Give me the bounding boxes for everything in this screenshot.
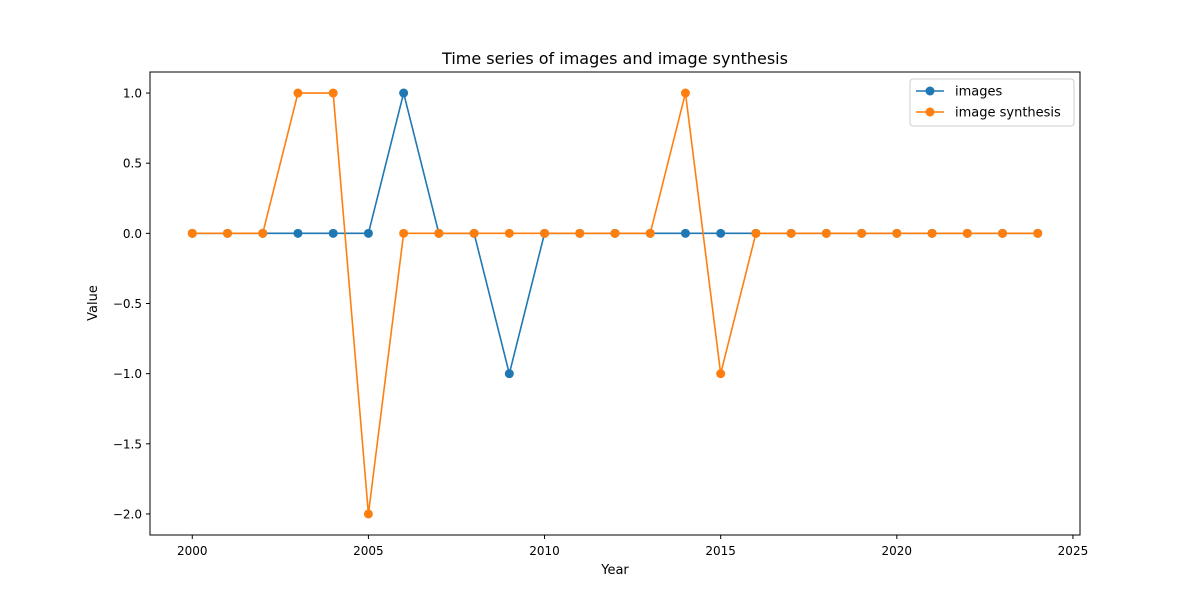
data-point-image-synthesis xyxy=(645,228,655,238)
y-tick-label: 1.0 xyxy=(123,87,142,101)
data-point-images xyxy=(293,228,303,238)
data-point-image-synthesis xyxy=(716,369,726,379)
data-point-image-synthesis xyxy=(680,88,690,98)
data-point-image-synthesis xyxy=(786,228,796,238)
data-point-image-synthesis xyxy=(434,228,444,238)
data-point-image-synthesis xyxy=(751,228,761,238)
data-point-image-synthesis xyxy=(363,509,373,519)
legend: images image synthesis xyxy=(909,78,1075,127)
data-point-images xyxy=(680,228,690,238)
data-point-image-synthesis xyxy=(892,228,902,238)
data-point-images xyxy=(399,88,409,98)
data-point-image-synthesis xyxy=(1033,228,1043,238)
data-point-image-synthesis xyxy=(575,228,585,238)
x-tick-label: 2015 xyxy=(705,544,736,558)
data-point-images xyxy=(328,228,338,238)
plot-frame xyxy=(149,71,1081,536)
legend-label-image-synthesis: image synthesis xyxy=(955,106,1061,121)
axis-ticks: 2000 2005 2010 2015 2020 2025 1.0 0.5 0.0 −0.5 −1.… xyxy=(113,87,1088,558)
x-tick-label: 2005 xyxy=(353,544,384,558)
y-tick-label: −1.5 xyxy=(113,437,142,451)
y-tick-label: −0.5 xyxy=(113,297,142,311)
data-point-image-synthesis xyxy=(857,228,867,238)
data-point-image-synthesis xyxy=(223,228,232,238)
data-point-image-synthesis xyxy=(469,228,479,238)
y-tick-label: −1.0 xyxy=(113,367,142,381)
legend-label-images: images xyxy=(955,85,1002,100)
x-tick-label: 2025 xyxy=(1058,544,1089,558)
data-point-image-synthesis xyxy=(258,228,268,238)
series-layer xyxy=(187,88,1043,519)
data-point-image-synthesis xyxy=(998,228,1007,238)
legend-marker-images xyxy=(925,86,935,96)
chart-title: Time series of images and image synthesi… xyxy=(441,49,788,68)
data-point-image-synthesis xyxy=(610,228,620,238)
x-tick-label: 2010 xyxy=(529,544,560,558)
y-tick-label: 0.5 xyxy=(123,157,142,171)
data-point-images xyxy=(504,369,514,379)
data-point-image-synthesis xyxy=(927,228,937,238)
data-point-image-synthesis xyxy=(504,228,514,238)
data-point-images xyxy=(716,228,726,238)
data-point-image-synthesis xyxy=(399,228,409,238)
data-point-image-synthesis xyxy=(821,228,831,238)
y-tick-label: 0.0 xyxy=(123,227,142,241)
series-image-synthesis xyxy=(187,88,1043,519)
y-tick-label: −2.0 xyxy=(113,507,142,521)
x-axis-label: Year xyxy=(600,563,629,578)
x-tick-label: 2020 xyxy=(882,544,913,558)
data-point-image-synthesis xyxy=(962,228,972,238)
legend-marker-image-synthesis xyxy=(925,107,935,117)
data-point-image-synthesis xyxy=(187,228,197,238)
data-point-image-synthesis xyxy=(293,88,303,98)
y-axis-label: Value xyxy=(86,285,101,321)
x-tick-label: 2000 xyxy=(177,544,208,558)
data-point-image-synthesis xyxy=(540,228,550,238)
data-point-images xyxy=(363,228,373,238)
data-point-image-synthesis xyxy=(328,88,338,98)
legend-box xyxy=(909,78,1075,127)
